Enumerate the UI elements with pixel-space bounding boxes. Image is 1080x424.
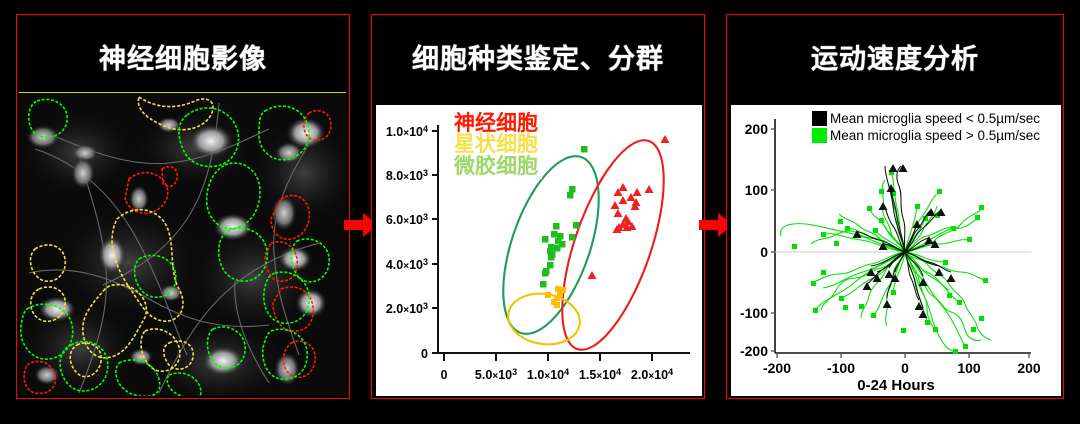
flow-arrow-1 xyxy=(344,212,378,238)
svg-text:0: 0 xyxy=(760,244,768,260)
slow-microglia-endpoints xyxy=(852,164,956,318)
microglia-cluster-ellipse xyxy=(502,155,600,335)
cluster-legend: 神经细胞 星状细胞 微胶细胞 xyxy=(451,111,542,180)
flow-arrow-2 xyxy=(699,212,733,238)
svg-text:100: 100 xyxy=(745,182,769,198)
svg-text:100: 100 xyxy=(957,360,981,376)
arrow-right-icon xyxy=(699,213,733,237)
legend-label-fast: Mean microglia speed > 0.5µm/sec xyxy=(830,128,1041,143)
x-axis-ticks xyxy=(443,353,653,361)
svg-text:5.0×103: 5.0×103 xyxy=(475,367,517,382)
x-axis-ticks xyxy=(776,353,1030,358)
panel-cell-classification: 细胞种类鉴定、分群 xyxy=(371,14,705,399)
axis-lines xyxy=(774,119,1031,354)
neuron-points xyxy=(587,135,670,279)
astrocyte-points xyxy=(545,286,566,308)
panel-motility-speed: 运动速度分析 xyxy=(726,14,1064,399)
svg-text:0: 0 xyxy=(901,360,909,376)
panel-3-title: 运动速度分析 xyxy=(811,44,979,75)
legend-microglia: 微胶细胞 xyxy=(454,153,538,178)
legend-label-slow: Mean microglia speed < 0.5µm/sec xyxy=(830,111,1041,126)
legend-row-fast: Mean microglia speed > 0.5µm/sec xyxy=(812,127,1040,144)
panel-neuron-imaging: 神经细胞影像 xyxy=(16,14,350,399)
panel-1-title: 神经细胞影像 xyxy=(99,44,267,75)
svg-text:0: 0 xyxy=(441,368,448,382)
astrocyte-outline-group xyxy=(29,95,214,378)
neuron-outline-group xyxy=(23,109,332,395)
svg-text:1.5×104: 1.5×104 xyxy=(579,367,621,382)
arrow-right-icon xyxy=(344,213,378,237)
svg-text:1.0×104: 1.0×104 xyxy=(527,367,569,382)
y-tick-labels: 200 100 0 -100 -200 xyxy=(740,121,768,359)
svg-text:0: 0 xyxy=(421,347,428,361)
speed-legend: Mean microglia speed < 0.5µm/sec Mean mi… xyxy=(809,108,1044,146)
legend-neuron: 神经细胞 xyxy=(454,111,538,135)
microglia-points xyxy=(540,146,588,288)
microglia-outline-group xyxy=(20,98,330,396)
svg-text:4.0×103: 4.0×103 xyxy=(386,257,428,272)
svg-text:-200: -200 xyxy=(763,360,791,376)
axis-lines xyxy=(437,125,690,354)
legend-astrocyte: 星状细胞 xyxy=(454,132,538,157)
slow-microglia-tracks xyxy=(856,165,952,309)
svg-text:-100: -100 xyxy=(827,360,855,376)
svg-text:2.0×104: 2.0×104 xyxy=(631,367,673,382)
svg-text:8.0×103: 8.0×103 xyxy=(386,168,428,183)
legend-swatch-fast xyxy=(812,128,827,143)
track-plot: 200 100 0 -100 -200 -200 -100 0 100 200 xyxy=(731,105,1061,396)
svg-text:-200: -200 xyxy=(740,343,768,359)
microscopy-canvas xyxy=(19,93,346,396)
svg-text:200: 200 xyxy=(1017,360,1041,376)
svg-text:2.0×103: 2.0×103 xyxy=(386,301,428,316)
svg-text:1.0×104: 1.0×104 xyxy=(386,124,428,139)
x-tick-labels: -200 -100 0 100 200 xyxy=(763,360,1041,376)
legend-row-slow: Mean microglia speed < 0.5µm/sec xyxy=(812,110,1040,127)
y-axis-ticks xyxy=(432,130,438,354)
panel-2-title: 细胞种类鉴定、分群 xyxy=(412,44,664,75)
neuron-cluster-ellipse xyxy=(561,139,665,351)
scatter-plot: 1.0×104 8.0×103 6.0×103 4.0×103 2.0×103 … xyxy=(376,105,702,396)
track-canvas: 200 100 0 -100 -200 -200 -100 0 100 200 xyxy=(731,105,1061,396)
microscopy-image xyxy=(19,92,346,396)
legend-swatch-slow xyxy=(812,111,827,126)
x-tick-labels: 0 5.0×103 1.0×104 1.5×104 2.0×104 xyxy=(441,367,674,382)
svg-text:-100: -100 xyxy=(740,305,768,321)
y-axis-ticks xyxy=(771,128,775,352)
svg-text:200: 200 xyxy=(745,121,769,137)
svg-text:6.0×103: 6.0×103 xyxy=(386,212,428,227)
x-axis-caption: 0-24 Hours xyxy=(857,377,935,394)
fast-microglia-endpoints xyxy=(792,170,988,354)
y-tick-labels: 1.0×104 8.0×103 6.0×103 4.0×103 2.0×103 … xyxy=(386,124,428,361)
